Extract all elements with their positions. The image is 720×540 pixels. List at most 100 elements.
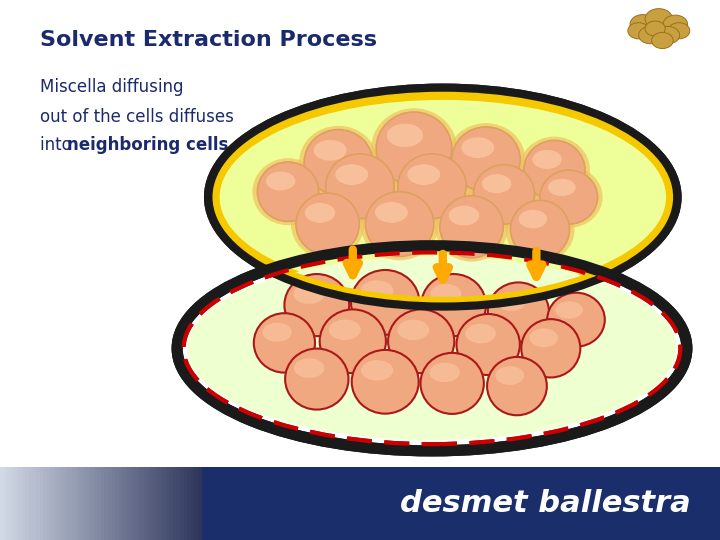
Ellipse shape	[291, 189, 364, 259]
Bar	[173, 467, 178, 540]
Bar	[529, 467, 534, 540]
Text: neighboring cells.: neighboring cells.	[67, 136, 235, 154]
Bar	[425, 467, 430, 540]
Bar	[137, 467, 142, 540]
Ellipse shape	[300, 126, 377, 198]
Bar	[97, 467, 102, 540]
Bar	[428, 467, 433, 540]
Circle shape	[639, 26, 662, 44]
Bar	[158, 467, 163, 540]
Bar	[443, 467, 448, 540]
Bar	[328, 467, 333, 540]
Ellipse shape	[329, 320, 361, 340]
Ellipse shape	[371, 108, 456, 189]
Circle shape	[645, 9, 672, 29]
Bar	[18, 467, 23, 540]
Bar	[356, 467, 361, 540]
Ellipse shape	[361, 360, 393, 381]
Bar	[108, 467, 113, 540]
Bar	[58, 467, 63, 540]
Bar	[500, 467, 505, 540]
Text: into: into	[40, 136, 76, 154]
Bar	[594, 467, 599, 540]
Bar	[536, 467, 541, 540]
Bar	[637, 467, 642, 540]
Bar	[504, 467, 509, 540]
Bar	[590, 467, 595, 540]
Bar	[616, 467, 621, 540]
Bar	[83, 467, 88, 540]
Bar	[205, 467, 210, 540]
Bar	[284, 467, 289, 540]
Bar	[385, 467, 390, 540]
Bar	[691, 467, 696, 540]
Bar	[432, 467, 437, 540]
Bar	[155, 467, 160, 540]
Bar	[4, 467, 9, 540]
Bar	[659, 467, 664, 540]
Bar	[194, 467, 199, 540]
Ellipse shape	[535, 166, 603, 228]
Bar	[349, 467, 354, 540]
Bar	[32, 467, 37, 540]
Ellipse shape	[529, 328, 558, 347]
Bar	[50, 467, 55, 540]
Bar	[479, 467, 484, 540]
Bar	[418, 467, 423, 540]
Bar	[166, 467, 171, 540]
Bar	[263, 467, 268, 540]
Bar	[630, 467, 635, 540]
Bar	[709, 467, 714, 540]
Ellipse shape	[351, 270, 419, 335]
Bar	[47, 467, 52, 540]
Bar	[374, 467, 379, 540]
Bar	[151, 467, 156, 540]
Ellipse shape	[468, 161, 540, 228]
Bar	[713, 467, 718, 540]
Bar	[259, 467, 264, 540]
Ellipse shape	[284, 274, 349, 336]
Bar	[634, 467, 639, 540]
Bar	[14, 467, 19, 540]
Ellipse shape	[304, 130, 373, 194]
Bar	[94, 467, 99, 540]
Bar	[187, 467, 192, 540]
Bar	[608, 467, 613, 540]
Bar	[475, 467, 480, 540]
Bar	[515, 467, 520, 540]
Ellipse shape	[258, 162, 319, 221]
Bar	[666, 467, 671, 540]
Bar	[342, 467, 347, 540]
Bar	[266, 467, 271, 540]
Bar	[482, 467, 487, 540]
Ellipse shape	[314, 140, 346, 161]
Bar	[335, 467, 340, 540]
Bar	[299, 467, 304, 540]
Bar	[162, 467, 167, 540]
Text: desmet ballestra: desmet ballestra	[400, 489, 691, 518]
Bar	[65, 467, 70, 540]
Ellipse shape	[449, 206, 480, 226]
Ellipse shape	[352, 350, 419, 414]
Bar	[133, 467, 138, 540]
Bar	[576, 467, 581, 540]
Bar	[601, 467, 606, 540]
Bar	[680, 467, 685, 540]
Bar	[86, 467, 91, 540]
Bar	[497, 467, 502, 540]
Bar	[446, 467, 451, 540]
Bar	[29, 467, 34, 540]
Ellipse shape	[452, 127, 521, 192]
Bar	[371, 467, 376, 540]
Bar	[281, 467, 286, 540]
Bar	[410, 467, 415, 540]
Bar	[562, 467, 567, 540]
Bar	[389, 467, 394, 540]
Bar	[684, 467, 689, 540]
Ellipse shape	[440, 195, 503, 258]
Bar	[461, 467, 466, 540]
Ellipse shape	[393, 150, 472, 222]
Bar	[493, 467, 498, 540]
Bar	[706, 467, 711, 540]
Bar	[270, 467, 275, 540]
